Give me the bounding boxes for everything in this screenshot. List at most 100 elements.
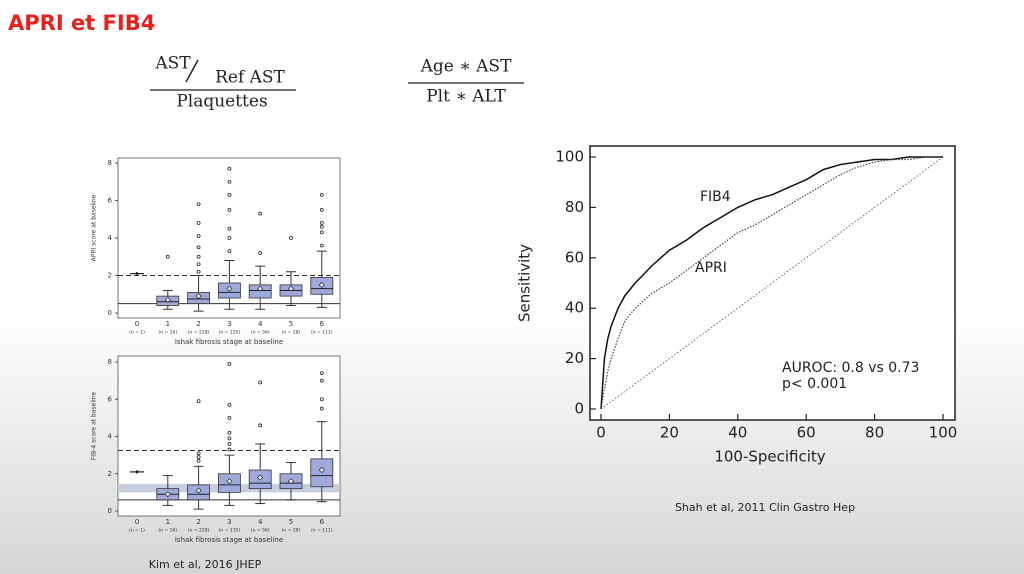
n-label: (n = 228) <box>188 330 210 336</box>
outlier <box>319 230 324 235</box>
mean-marker <box>288 285 294 292</box>
outlier <box>227 236 232 240</box>
outlier <box>258 251 263 255</box>
plot-frame <box>589 145 956 421</box>
slide-title: APRI et FIB4 <box>8 11 155 35</box>
outlier <box>227 436 232 441</box>
formula-numerator: AST <box>154 54 191 74</box>
outlier <box>319 221 324 225</box>
annotation: p< 0.001 <box>782 376 847 392</box>
x-tick-label: 6 <box>320 320 325 328</box>
x-axis-label: Ishak fibrosis stage at baseline <box>175 536 283 544</box>
mean-marker <box>257 474 264 481</box>
x-tick-label: 0 <box>596 424 606 442</box>
outlier <box>227 166 232 171</box>
charts: 0 2 4 6 8 APRI score at baseline Ishak fibrosi… <box>91 145 958 544</box>
y-tick-label: 6 <box>108 197 113 205</box>
mean-marker <box>195 293 202 300</box>
mean-marker <box>226 285 233 292</box>
outlier <box>227 430 232 435</box>
n-label: (n = 135) <box>219 528 241 534</box>
citation: Kim et al, 2016 JHEP <box>149 558 262 571</box>
outlier <box>196 254 201 259</box>
outlier <box>227 179 232 184</box>
outlier <box>319 378 324 383</box>
x-tick-label: 1 <box>166 320 170 328</box>
y-tick-label: 6 <box>108 395 113 403</box>
outlier <box>196 458 201 463</box>
y-axis-label: Sensitivity <box>516 244 534 322</box>
outlier <box>196 451 201 456</box>
outlier <box>319 397 324 402</box>
outlier <box>319 207 324 212</box>
outlier <box>227 361 232 366</box>
annotation: AUROC: 0.8 vs 0.73 <box>782 360 919 376</box>
y-axis-label: APRI score at baseline <box>91 194 98 261</box>
y-tick-label: 80 <box>565 198 584 216</box>
x-tick-label: 0 <box>135 320 139 328</box>
formula-denominator: Plt ∗ ALT <box>426 87 506 107</box>
outlier <box>258 211 263 216</box>
x-tick-label: 6 <box>320 518 325 526</box>
n-label: (n = 1) <box>129 330 145 336</box>
y-tick-label: 60 <box>565 248 584 266</box>
outlier <box>227 447 232 452</box>
y-tick-label: 2 <box>108 272 112 280</box>
x-tick-label: 5 <box>289 320 293 328</box>
n-label: (n = 56) <box>251 330 270 336</box>
y-tick-label: 0 <box>108 507 112 515</box>
y-tick-label: 4 <box>108 234 113 242</box>
y-tick-label: 8 <box>108 159 112 167</box>
n-label: (n = 111) <box>311 330 333 336</box>
outlier <box>196 399 201 404</box>
outlier <box>227 207 232 212</box>
x-tick-label: 100 <box>929 424 958 442</box>
x-tick-label: 3 <box>227 518 231 526</box>
x-tick-label: 2 <box>196 320 200 328</box>
outlier <box>289 236 293 240</box>
n-label: (n = 56) <box>251 528 270 534</box>
outlier <box>319 224 324 229</box>
mean-marker <box>135 271 139 276</box>
mean-marker <box>318 467 325 474</box>
x-axis-label: Ishak fibrosis stage at baseline <box>175 338 283 346</box>
outlier <box>196 269 201 274</box>
y-tick-label: 100 <box>555 148 584 166</box>
y-tick-label: 0 <box>108 309 112 317</box>
outlier <box>319 243 324 248</box>
outlier <box>258 380 263 385</box>
y-tick-label: 4 <box>108 433 113 441</box>
mean-marker <box>164 491 171 498</box>
n-label: (n = 28) <box>282 330 301 336</box>
n-label: (n = 1) <box>129 528 145 534</box>
curve-label: APRI <box>695 260 727 276</box>
x-tick-label: 20 <box>660 424 679 442</box>
outlier <box>227 415 232 420</box>
y-tick-label: 20 <box>565 349 584 367</box>
n-label: (n = 28) <box>282 528 301 534</box>
n-label: (n = 111) <box>311 528 333 534</box>
x-tick-label: 60 <box>797 424 816 442</box>
y-tick-label: 8 <box>108 358 112 366</box>
outlier <box>319 192 324 197</box>
mean-marker <box>318 281 325 288</box>
formula-denominator: Plaquettes <box>176 92 267 112</box>
mean-marker <box>288 478 294 485</box>
n-label: (n = 135) <box>219 330 241 336</box>
outlier <box>196 262 201 267</box>
n-label: (n = 228) <box>188 528 210 534</box>
outlier <box>227 249 232 254</box>
formula-numerator: Age ∗ AST <box>420 57 513 77</box>
outlier <box>196 455 201 459</box>
outlier <box>196 234 201 239</box>
x-tick-label: 0 <box>135 518 139 526</box>
outlier <box>227 226 232 231</box>
diagonal <box>600 156 944 410</box>
x-tick-label: 4 <box>258 320 263 328</box>
mean-marker <box>164 296 171 303</box>
n-label: (n = 16) <box>158 528 177 534</box>
x-tick-label: 2 <box>196 518 200 526</box>
outlier <box>319 406 324 411</box>
